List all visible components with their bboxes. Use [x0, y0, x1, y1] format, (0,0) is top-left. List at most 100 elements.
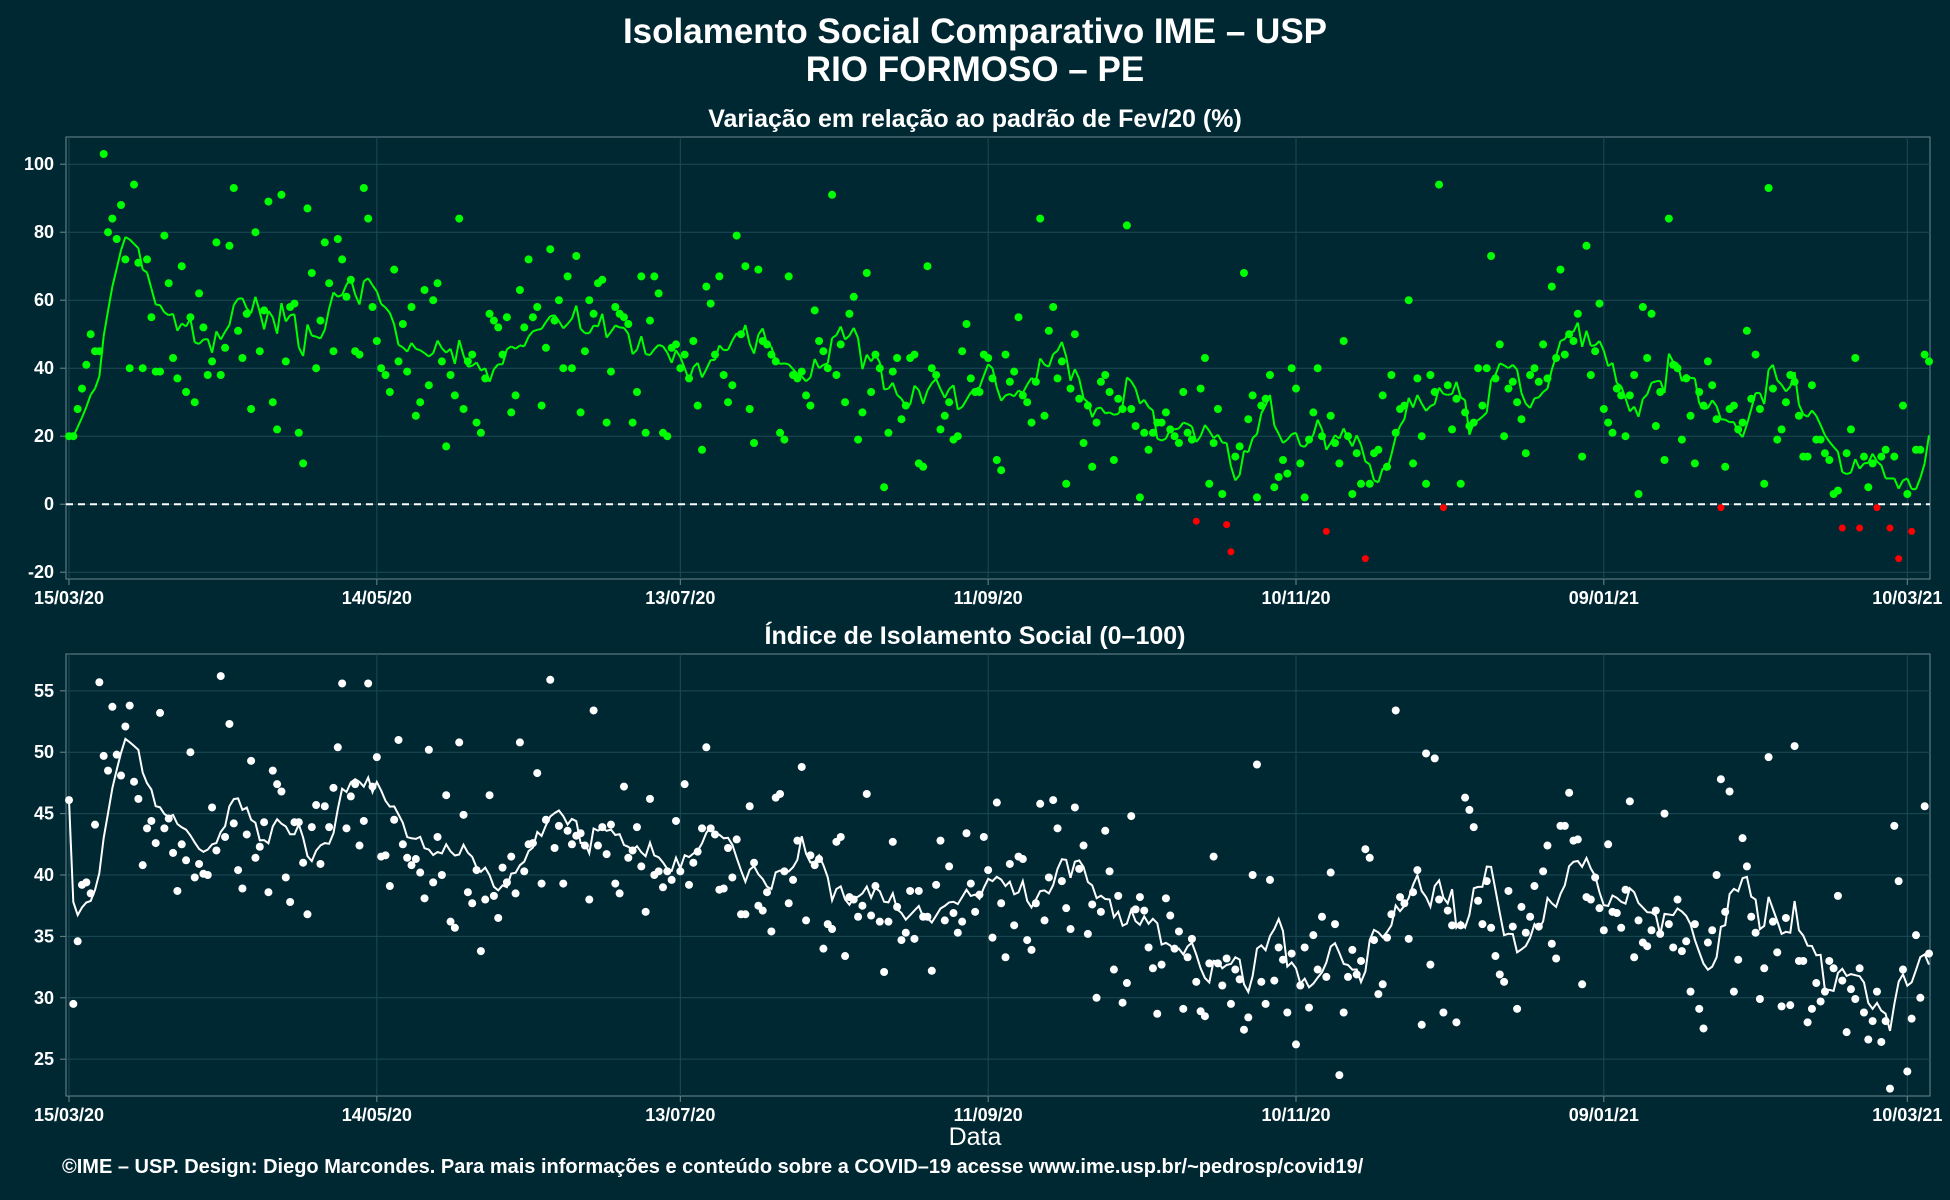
panel2-data-point: [641, 907, 650, 916]
panel2-data-point: [1300, 943, 1309, 952]
panel2-data-point: [1183, 953, 1192, 962]
panel1-data-point: [1903, 490, 1912, 498]
panel1-data-point: [1617, 391, 1626, 400]
panel2-data-point: [325, 823, 334, 832]
panel1-moving-average-segment: [1507, 364, 1514, 369]
panel1-data-point: [1504, 384, 1513, 393]
panel1-data-point: [997, 466, 1006, 475]
panel1-data-point: [771, 357, 780, 366]
panel1-moving-average-segment: [917, 389, 925, 404]
panel1-data-point: [1452, 394, 1461, 403]
panel2-data-point: [593, 841, 602, 850]
panel1-data-point: [130, 180, 139, 189]
panel1-data-point: [260, 306, 269, 315]
panel1-moving-average-segment: [428, 352, 434, 358]
panel2-x-tick-label: 14/05/20: [342, 1105, 412, 1125]
panel1-moving-average-segment: [550, 314, 555, 318]
panel1-data-point: [1170, 432, 1179, 441]
panel1-data-point: [585, 296, 594, 305]
panel1-moving-average-segment: [1771, 364, 1779, 381]
panel1-data-point: [884, 428, 893, 437]
panel2-data-point: [1305, 1003, 1313, 1012]
panel1-data-point: [1422, 479, 1431, 488]
panel2-data-point: [65, 796, 73, 805]
panel1-moving-average-segment: [406, 342, 413, 353]
panel2-data-point: [1599, 926, 1608, 935]
panel2-data-point: [719, 884, 728, 893]
panel1-data-point: [1183, 428, 1192, 437]
panel2-data-point: [1066, 925, 1075, 934]
panel1-data-point: [346, 275, 355, 284]
panel1-moving-average-segment: [1602, 350, 1610, 367]
panel2-data-point: [728, 873, 737, 882]
panel1-data-point: [1630, 371, 1639, 379]
panel2-data-point: [1291, 1040, 1300, 1049]
panel2-data-point: [247, 756, 256, 765]
panel2-data-point: [1560, 821, 1569, 830]
panel1-moving-average-segment: [98, 336, 105, 377]
panel2-data-point: [1404, 934, 1413, 943]
panel2-data-point: [242, 830, 251, 839]
panel1-moving-average-segment: [1806, 409, 1813, 418]
panel2-data-point: [398, 840, 407, 849]
panel1-moving-average-segment: [198, 338, 205, 345]
panel1-data-point: [1556, 265, 1565, 274]
panel1-data-point: [1846, 425, 1855, 434]
panel1-moving-average-segment: [241, 297, 248, 309]
panel2-x-tick-label: 09/01/21: [1569, 1105, 1639, 1125]
panel2-data-point: [975, 890, 984, 899]
panel2-data-point: [1647, 926, 1656, 935]
panel2-data-point: [1322, 972, 1331, 981]
panel1-moving-average-segment: [1199, 424, 1206, 437]
panel2-data-point: [1478, 920, 1487, 929]
panel1-data-point: [1005, 377, 1014, 386]
panel1-data-point: [169, 354, 178, 362]
panel2-data-point: [260, 818, 269, 827]
panel2-data-point: [680, 780, 689, 789]
panel1-data-point: [1621, 432, 1630, 441]
panel2-data-point: [1027, 945, 1036, 954]
panel2-data-point: [971, 907, 980, 916]
panel1-data-point: [1461, 408, 1470, 417]
panel2-data-point: [533, 769, 542, 778]
panel2-data-point: [1049, 796, 1058, 805]
panel1-data-point: [420, 286, 429, 294]
panel2-data-point: [1443, 906, 1452, 915]
panel1-data-point: [1417, 432, 1426, 441]
panel1-data-point: [104, 228, 113, 237]
panel1-moving-average-segment: [1828, 440, 1835, 448]
panel1-moving-average-segment: [1109, 411, 1115, 416]
panel1-moving-average-segment: [332, 291, 339, 298]
panel2-data-point: [1660, 809, 1669, 818]
panel2-data-point: [212, 846, 221, 855]
panel2-data-point: [1244, 1013, 1253, 1022]
panel2-data-point: [906, 886, 915, 895]
panel1-moving-average-segment: [1494, 362, 1501, 376]
panel1-data-point: [225, 241, 234, 250]
panel2-data-point: [1296, 981, 1305, 990]
panel1-data-point: [628, 418, 637, 427]
panel1-data-point: [1023, 398, 1032, 407]
panel2-data-point: [615, 889, 624, 898]
panel1-moving-average-segment: [1798, 404, 1805, 415]
panel1-data-point: [1664, 214, 1673, 223]
panel2-data-point: [472, 866, 481, 875]
panel2-data-point: [1517, 902, 1526, 911]
panel2-data-point: [1656, 929, 1665, 938]
panel2-data-point: [836, 832, 845, 841]
panel1-moving-average-segment: [610, 324, 617, 333]
panel1-data-point: [1859, 452, 1868, 461]
panel1-moving-average-segment: [398, 344, 404, 349]
panel1-data-point: [958, 347, 967, 356]
panel2-data-point: [1677, 947, 1686, 956]
panel1-moving-average-segment: [1776, 379, 1783, 386]
panel1-data-point: [724, 398, 733, 407]
panel1-moving-average-segment: [1096, 406, 1102, 410]
panel1-data-point: [858, 408, 867, 417]
panel1-moving-average-segment: [423, 352, 430, 358]
panel1-moving-average-segment: [293, 314, 300, 348]
panel1-moving-average-segment: [263, 310, 270, 330]
panel1-moving-average-segment: [150, 288, 157, 305]
panel1-moving-average-segment: [1646, 382, 1653, 395]
panel2-data-point: [1591, 873, 1600, 882]
